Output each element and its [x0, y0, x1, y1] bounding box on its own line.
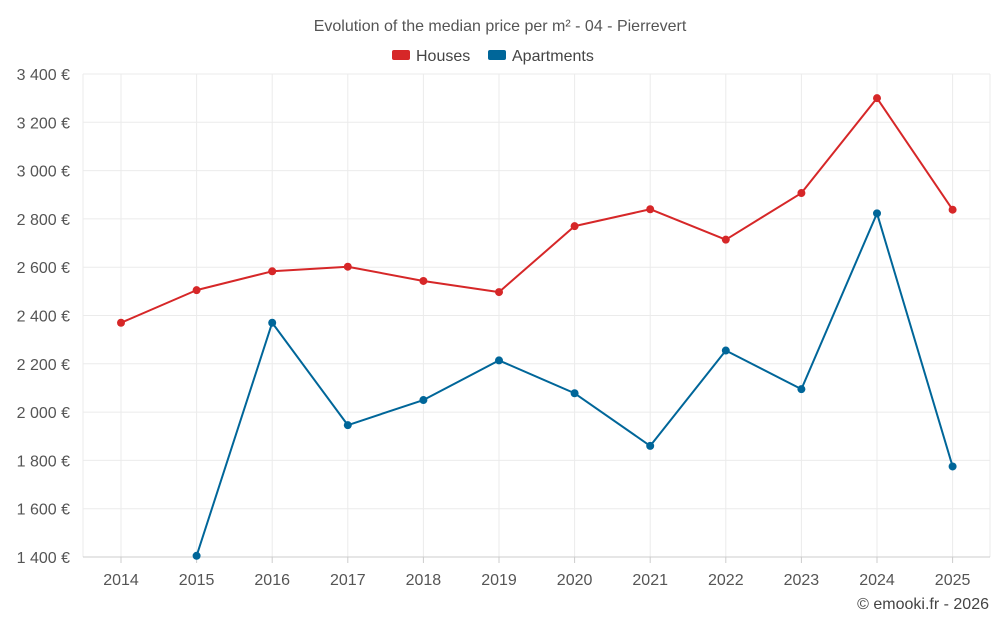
x-tick-label: 2022 [708, 572, 744, 589]
x-tick-label: 2014 [103, 572, 139, 589]
data-point-houses[interactable] [495, 288, 503, 297]
data-point-houses[interactable] [419, 276, 428, 285]
y-tick-label: 2 600 € [17, 260, 70, 277]
x-tick-label: 2018 [406, 572, 442, 589]
data-point-apartments[interactable] [268, 318, 277, 327]
y-tick-label: 3 200 € [17, 115, 70, 132]
data-point-houses[interactable] [570, 222, 579, 231]
legend-swatch-apartments [488, 50, 506, 60]
x-tick-label: 2025 [935, 572, 971, 589]
y-tick-label: 1 600 € [17, 502, 70, 519]
x-tick-label: 2015 [179, 572, 215, 589]
data-point-houses[interactable] [948, 205, 957, 214]
data-point-apartments[interactable] [646, 441, 655, 450]
data-point-houses[interactable] [192, 286, 201, 295]
data-point-apartments[interactable] [495, 356, 503, 365]
y-tick-label: 2 200 € [17, 357, 70, 374]
credit-text: © emooki.fr - 2026 [857, 596, 989, 613]
y-tick-label: 2 400 € [17, 309, 70, 326]
data-point-houses[interactable] [797, 189, 806, 198]
legend: Houses Apartments [392, 48, 594, 65]
y-tick-label: 2 000 € [17, 405, 70, 422]
x-tick-label: 2016 [254, 572, 290, 589]
data-point-apartments[interactable] [570, 389, 579, 398]
x-tick-label: 2021 [632, 572, 668, 589]
x-tick-label: 2017 [330, 572, 366, 589]
grid [82, 73, 991, 558]
legend-label-houses[interactable]: Houses [416, 48, 470, 65]
data-point-apartments[interactable] [343, 421, 352, 430]
data-point-houses[interactable] [721, 235, 730, 244]
y-tick-label: 3 400 € [17, 67, 70, 84]
y-axis: 1 400 € 1 600 € 1 800 € 2 000 € 2 200 € 2 400… [17, 67, 70, 567]
series-group [117, 94, 957, 560]
series-line-houses [120, 97, 954, 324]
x-tick-label: 2024 [859, 572, 895, 589]
x-axis: 2014 2015 2016 2017 2018 2019 2020 2021 2022 2023… [83, 556, 990, 589]
y-tick-label: 2 800 € [17, 212, 70, 229]
data-point-houses[interactable] [117, 318, 125, 327]
x-tick-label: 2023 [784, 572, 820, 589]
data-point-houses[interactable] [646, 205, 655, 214]
x-tick-label: 2020 [557, 572, 593, 589]
x-tick-label: 2019 [481, 572, 517, 589]
data-point-apartments[interactable] [419, 396, 428, 405]
legend-swatch-houses [392, 50, 410, 60]
chart-title: Evolution of the median price per m² - 0… [314, 18, 687, 35]
data-point-apartments[interactable] [873, 209, 881, 218]
data-point-apartments[interactable] [721, 346, 730, 355]
y-tick-label: 1 800 € [17, 453, 70, 470]
data-point-apartments[interactable] [192, 551, 201, 560]
data-point-houses[interactable] [268, 267, 277, 276]
data-point-apartments[interactable] [797, 385, 806, 394]
data-point-houses[interactable] [343, 262, 352, 271]
legend-label-apartments[interactable]: Apartments [512, 48, 594, 65]
y-tick-label: 3 000 € [17, 164, 70, 181]
data-point-houses[interactable] [873, 94, 881, 103]
y-tick-label: 1 400 € [17, 550, 70, 567]
data-point-apartments[interactable] [948, 462, 957, 471]
